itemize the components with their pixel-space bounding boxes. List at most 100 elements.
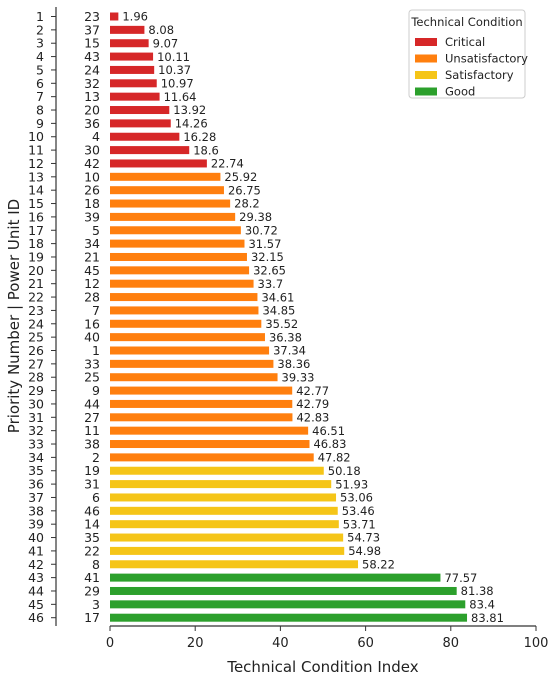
power-unit-id-label: 15 [84, 36, 100, 51]
bar [110, 146, 190, 155]
bar-value-label: 31.57 [248, 237, 281, 251]
bar [110, 159, 207, 168]
bar [110, 293, 258, 302]
bar [110, 79, 157, 88]
priority-number-label: 18 [28, 236, 44, 251]
power-unit-id-label: 31 [84, 477, 100, 492]
power-unit-id-label: 7 [92, 303, 100, 318]
power-unit-id-label: 32 [84, 76, 100, 91]
plot-area: 1.968.089.0710.1110.3710.9711.6413.9214.… [110, 10, 504, 625]
priority-number-label: 22 [28, 290, 44, 305]
bar-value-label: 37.34 [273, 344, 306, 358]
bar-value-label: 10.97 [161, 77, 194, 91]
power-unit-id-label: 27 [84, 410, 100, 425]
bar [110, 319, 262, 328]
bar [110, 212, 236, 221]
power-unit-id-label: 39 [84, 209, 100, 224]
priority-number-label: 42 [28, 557, 44, 572]
bar [110, 266, 250, 275]
legend-label: Critical [445, 35, 485, 49]
power-unit-id-label: 33 [84, 356, 100, 371]
power-unit-id-label: 43 [84, 49, 100, 64]
priority-number-label: 10 [28, 129, 44, 144]
priority-number-label: 9 [36, 116, 44, 131]
bar-value-label: 33.7 [258, 277, 284, 291]
priority-number-label: 40 [28, 530, 44, 545]
bar-value-label: 77.57 [444, 571, 477, 585]
priority-number-label: 45 [28, 597, 44, 612]
power-unit-id-label: 24 [84, 62, 100, 77]
power-unit-id-label: 35 [84, 530, 100, 545]
power-unit-id-label: 20 [84, 103, 100, 118]
bar [110, 52, 154, 61]
power-unit-id-label: 38 [84, 437, 100, 452]
priority-number-label: 8 [36, 103, 44, 118]
bar-value-label: 18.6 [193, 143, 219, 157]
priority-number-label: 39 [28, 517, 44, 532]
power-unit-id-label: 42 [84, 156, 100, 171]
bar [110, 520, 339, 529]
bar [110, 560, 359, 569]
bar-value-label: 51.93 [335, 477, 368, 491]
bar-value-label: 81.38 [461, 584, 494, 598]
power-unit-id-label: 17 [84, 610, 100, 625]
bar [110, 386, 293, 395]
priority-number-label: 19 [28, 249, 44, 264]
bar [110, 186, 224, 195]
bar-value-label: 83.81 [471, 611, 504, 625]
priority-number-label: 36 [28, 477, 44, 492]
bar [110, 600, 466, 609]
y-axis-title: Priority Number | Power Unit ID [5, 199, 23, 433]
power-unit-id-label: 44 [84, 396, 100, 411]
power-unit-id-label: 46 [84, 503, 100, 518]
priority-number-label: 34 [28, 450, 44, 465]
bar [110, 92, 160, 101]
priority-number-label: 25 [28, 330, 44, 345]
bar [110, 466, 324, 475]
bar [110, 346, 270, 355]
legend-frame [408, 9, 526, 99]
bar-value-label: 58.22 [362, 557, 395, 571]
bar [110, 119, 171, 128]
bar [110, 172, 221, 181]
bar-value-label: 29.38 [239, 210, 272, 224]
priority-number-label: 43 [28, 570, 44, 585]
priority-number-label: 26 [28, 343, 44, 358]
power-unit-id-label: 4 [92, 129, 100, 144]
power-unit-id-label: 13 [84, 89, 100, 104]
power-unit-id-label: 30 [84, 143, 100, 158]
bar [110, 239, 245, 248]
priority-number-label: 24 [28, 316, 44, 331]
bar-value-label: 11.64 [164, 90, 197, 104]
priority-number-label: 28 [28, 370, 44, 385]
priority-number-label: 37 [28, 490, 44, 505]
legend-label: Satisfactory [445, 68, 514, 82]
bar-value-label: 54.98 [348, 544, 381, 558]
bar-value-label: 13.92 [173, 103, 206, 117]
x-tick-label: 60 [357, 636, 374, 651]
bar-value-label: 10.11 [157, 50, 190, 64]
x-tick-label: 20 [187, 636, 204, 651]
priority-number-label: 31 [28, 410, 44, 425]
power-unit-id-label: 10 [84, 169, 100, 184]
bar-value-label: 83.4 [469, 598, 495, 612]
bar-value-label: 32.65 [253, 264, 286, 278]
priority-number-label: 13 [28, 169, 44, 184]
priority-number-label: 7 [36, 89, 44, 104]
priority-number-label: 17 [28, 223, 44, 238]
power-unit-id-label: 36 [84, 116, 100, 131]
legend-label: Unsatisfactory [445, 52, 528, 66]
power-unit-id-label: 22 [84, 543, 100, 558]
bar [110, 480, 332, 489]
bar [110, 132, 180, 141]
priority-number-label: 41 [28, 543, 44, 558]
bar-value-label: 53.06 [340, 491, 373, 505]
power-unit-id-label: 40 [84, 330, 100, 345]
priority-number-label: 16 [28, 209, 44, 224]
priority-number-label: 21 [28, 276, 44, 291]
bar-value-label: 42.83 [296, 411, 329, 425]
legend-swatch [415, 54, 437, 63]
power-unit-id-label: 37 [84, 22, 100, 37]
